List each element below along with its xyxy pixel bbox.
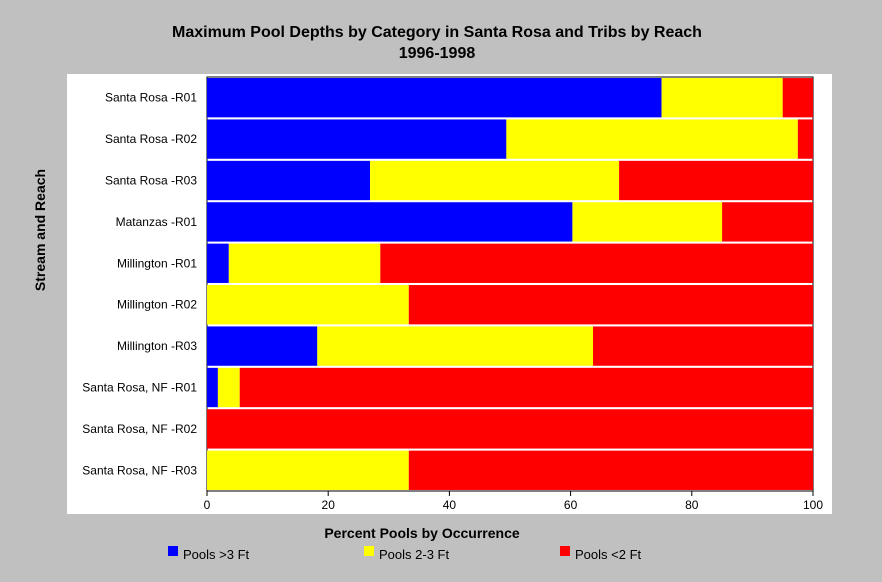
bar-3-series-2	[370, 160, 620, 201]
x-axis-label: Percent Pools by Occurrence	[324, 525, 520, 541]
y-tick-label: Millington -R01	[117, 256, 197, 270]
bar-7-series-3	[593, 326, 813, 366]
y-tick-label: Santa Rosa -R03	[105, 174, 197, 188]
legend: Pools >3 Ft Pools 2-3 Ft Pools <2 Ft	[168, 546, 642, 562]
bar-5-series-2	[228, 243, 381, 283]
y-axis-label: Stream and Reach	[32, 169, 48, 291]
legend-label: Pools <2 Ft	[575, 547, 642, 562]
x-tick-label: 80	[685, 498, 699, 512]
bar-6-series-2	[207, 285, 409, 325]
y-tick-label: Matanzas -R01	[116, 215, 198, 229]
x-tick-label: 20	[322, 498, 336, 512]
x-ticks: 0 20 40 60 80 100	[204, 491, 823, 512]
legend-label: Pools 2-3 Ft	[379, 547, 449, 562]
legend-swatch	[560, 546, 570, 556]
y-tick-label: Santa Rosa -R02	[105, 132, 197, 146]
bars-layer	[207, 78, 813, 490]
legend-label: Pools >3 Ft	[183, 547, 250, 562]
chart-title: Maximum Pool Depths by Category in Santa…	[172, 24, 702, 41]
x-tick-label: 40	[443, 498, 457, 512]
bar-5-series-3	[380, 243, 813, 283]
bar-1-series-2	[661, 78, 783, 118]
bar-3-series-1	[207, 160, 371, 201]
bar-7-series-2	[317, 326, 594, 366]
y-tick-label: Santa Rosa, NF -R01	[82, 381, 197, 395]
x-tick-label: 60	[564, 498, 578, 512]
legend-swatch	[364, 546, 374, 556]
bar-4-series-1	[207, 202, 573, 242]
bar-2-series-3	[797, 119, 813, 159]
bar-1-series-1	[207, 78, 662, 118]
bar-9-series-3	[207, 409, 813, 449]
bar-4-series-2	[572, 202, 723, 242]
bar-2-series-2	[506, 119, 798, 159]
bar-6-series-3	[408, 285, 813, 325]
bar-8-series-1	[207, 367, 218, 408]
bar-4-series-3	[722, 202, 813, 242]
x-tick-label: 0	[204, 498, 211, 512]
bar-5-series-1	[207, 243, 229, 283]
y-tick-label: Santa Rosa, NF -R03	[82, 463, 197, 477]
bar-1-series-3	[782, 78, 813, 118]
y-tick-label: Millington -R02	[117, 298, 197, 312]
bar-2-series-1	[207, 119, 507, 159]
bar-10-series-3	[408, 450, 813, 490]
legend-swatch	[168, 546, 178, 556]
bar-8-series-2	[217, 367, 240, 408]
bar-7-series-1	[207, 326, 318, 366]
x-tick-label: 100	[803, 498, 823, 512]
y-tick-label: Millington -R03	[117, 339, 197, 353]
y-tick-label: Santa Rosa, NF -R02	[82, 422, 197, 436]
y-tick-label: Santa Rosa -R01	[105, 91, 197, 105]
bar-8-series-3	[239, 367, 813, 408]
chart-subtitle: 1996-1998	[399, 45, 476, 62]
y-tick-labels: Santa Rosa -R01 Santa Rosa -R02 Santa Rosa…	[82, 91, 197, 478]
bar-10-series-2	[207, 450, 409, 490]
bar-3-series-3	[619, 160, 813, 201]
